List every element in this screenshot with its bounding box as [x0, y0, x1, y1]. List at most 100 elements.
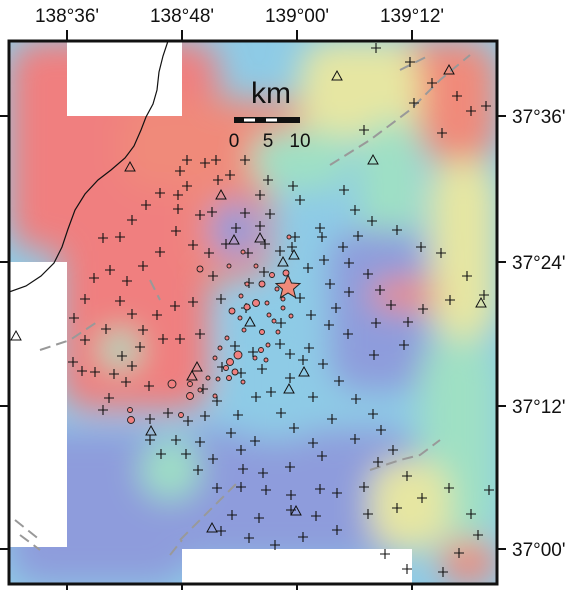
longitude-label-3: 139°00' [265, 6, 329, 27]
station-plus-icon [248, 347, 258, 357]
station-plus-icon [481, 101, 491, 111]
station-triangle-icon [290, 504, 302, 516]
station-plus-icon [244, 533, 254, 543]
aftershock-circle-icon [252, 355, 258, 361]
station-plus-icon [145, 435, 155, 445]
fault-line [149, 279, 161, 301]
aftershock-circle-icon [263, 357, 269, 363]
station-plus-icon [216, 526, 226, 536]
latitude-label-3: 37°12' [512, 397, 566, 418]
station-plus-icon [484, 485, 494, 495]
station-plus-icon [350, 205, 360, 215]
station-plus-icon [231, 223, 241, 233]
aftershock-circle-icon [223, 365, 229, 371]
station-plus-icon [188, 297, 198, 307]
aftershock-circle-icon [196, 265, 204, 273]
fault-line [169, 539, 183, 556]
station-plus-icon [208, 454, 218, 464]
station-plus-icon [216, 294, 226, 304]
station-plus-icon [115, 296, 125, 306]
aftershock-circle-icon [271, 318, 277, 324]
aftershock-circle-icon [266, 312, 272, 318]
aftershock-circle-icon [288, 313, 294, 319]
station-plus-icon [325, 279, 335, 289]
field-patch [330, 230, 430, 390]
station-plus-icon [200, 411, 210, 421]
latitude-label-2: 37°24' [512, 253, 566, 274]
aftershock-circle-icon [226, 263, 232, 269]
station-plus-icon [171, 435, 181, 445]
aftershock-markers [127, 234, 294, 424]
station-plus-icon [258, 468, 268, 478]
station-plus-icon [359, 482, 369, 492]
station-plus-icon [230, 341, 240, 351]
aftershock-circle-icon [259, 329, 265, 335]
field-patch [420, 41, 497, 161]
station-plus-icon [251, 392, 261, 402]
station-plus-icon [138, 261, 148, 271]
aftershock-circle-icon [217, 345, 223, 351]
station-plus-icon [141, 200, 151, 210]
station-plus-icon [350, 434, 360, 444]
station-plus-icon [373, 457, 383, 467]
scale-label-5: 5 [263, 131, 274, 152]
station-plus-icon [462, 271, 472, 281]
longitude-label-1: 138°36' [35, 6, 99, 27]
station-plus-icon [193, 465, 203, 475]
station-plus-icon [182, 155, 192, 165]
station-plus-icon [213, 175, 223, 185]
station-plus-icon [317, 451, 327, 461]
station-plus-icon [332, 525, 342, 535]
station-plus-icon [265, 209, 275, 219]
station-plus-icon [238, 464, 248, 474]
aftershock-circle-icon [264, 300, 270, 306]
station-plus-icon [298, 355, 308, 365]
station-plus-icon [208, 271, 218, 281]
aftershock-circle-icon [187, 381, 193, 387]
station-plus-icon [181, 449, 191, 459]
station-plus-icon [200, 158, 210, 168]
station-plus-icon [317, 232, 327, 242]
aftershock-circle-icon [280, 296, 286, 302]
station-plus-icon [121, 377, 131, 387]
station-plus-icon [289, 423, 299, 433]
station-plus-icon [380, 549, 390, 559]
station-plus-icon [287, 242, 297, 252]
field-patch [230, 300, 320, 440]
aftershock-circle-icon [231, 368, 239, 376]
field-patch [210, 200, 260, 260]
station-plus-icon [386, 300, 396, 310]
station-plus-icon [255, 190, 265, 200]
aftershock-circle-icon [265, 342, 271, 348]
station-plus-icon [144, 381, 154, 391]
station-plus-icon [304, 343, 314, 353]
station-plus-icon [98, 233, 108, 243]
station-plus-icon [298, 532, 308, 542]
aftershock-circle-icon [282, 269, 290, 277]
station-plus-icon [376, 425, 386, 435]
station-plus-icon [318, 359, 328, 369]
station-plus-icon [109, 369, 119, 379]
station-plus-icon [359, 125, 369, 135]
aftershock-circle-icon [205, 375, 211, 381]
triangle-markers [124, 63, 487, 533]
station-plus-icon [227, 510, 237, 520]
aftershock-circle-icon [167, 379, 177, 389]
longitude-label-4: 139°12' [380, 6, 444, 27]
station-plus-icon [315, 484, 325, 494]
station-plus-icon [338, 242, 348, 252]
station-plus-icon [438, 567, 448, 577]
fault-line [399, 54, 431, 71]
fault-lines [14, 54, 471, 556]
aftershock-circle-icon [243, 303, 251, 311]
station-plus-icon [266, 387, 276, 397]
aftershock-circle-icon [241, 327, 247, 333]
station-plus-icon [324, 320, 334, 330]
station-plus-icon [402, 564, 412, 574]
aftershock-circle-icon [226, 358, 234, 366]
field-patch [370, 280, 440, 310]
station-plus-icon [261, 485, 271, 495]
station-plus-icon [343, 329, 353, 339]
aftershock-circle-icon [252, 299, 260, 307]
